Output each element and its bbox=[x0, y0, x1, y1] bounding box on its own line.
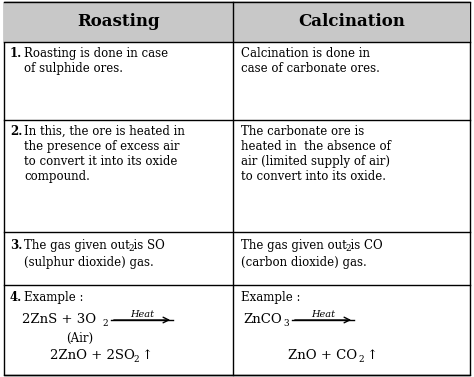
Text: air (limited supply of air): air (limited supply of air) bbox=[241, 155, 390, 168]
Text: Calcination: Calcination bbox=[298, 14, 405, 31]
Text: Roasting: Roasting bbox=[77, 14, 160, 31]
Text: of sulphide ores.: of sulphide ores. bbox=[24, 62, 123, 75]
Text: Heat: Heat bbox=[311, 310, 335, 319]
Text: 2ZnS + 3O: 2ZnS + 3O bbox=[22, 313, 96, 326]
Bar bbox=[4, 2, 470, 42]
Text: to convert into its oxide.: to convert into its oxide. bbox=[241, 170, 386, 183]
Text: case of carbonate ores.: case of carbonate ores. bbox=[241, 62, 380, 75]
Text: 2: 2 bbox=[345, 244, 351, 253]
Text: Heat: Heat bbox=[130, 310, 154, 319]
Text: 2: 2 bbox=[128, 244, 134, 253]
Text: compound.: compound. bbox=[24, 170, 90, 183]
Text: 2: 2 bbox=[102, 319, 108, 328]
Text: (carbon dioxide) gas.: (carbon dioxide) gas. bbox=[241, 256, 367, 269]
Text: ↑: ↑ bbox=[366, 349, 377, 362]
Text: 3: 3 bbox=[283, 319, 289, 328]
Text: Example :: Example : bbox=[24, 291, 83, 304]
Text: 3.: 3. bbox=[10, 239, 22, 252]
Text: The carbonate ore is: The carbonate ore is bbox=[241, 125, 364, 138]
Text: In this, the ore is heated in: In this, the ore is heated in bbox=[24, 125, 185, 138]
Text: the presence of excess air: the presence of excess air bbox=[24, 140, 180, 153]
Text: Example :: Example : bbox=[241, 291, 301, 304]
Text: to convert it into its oxide: to convert it into its oxide bbox=[24, 155, 177, 168]
Text: 1.: 1. bbox=[10, 47, 22, 60]
Text: ZnO + CO: ZnO + CO bbox=[288, 349, 357, 362]
Text: 2ZnO + 2SO: 2ZnO + 2SO bbox=[50, 349, 135, 362]
Text: 2.: 2. bbox=[10, 125, 22, 138]
Text: ZnCO: ZnCO bbox=[243, 313, 282, 326]
Text: heated in  the absence of: heated in the absence of bbox=[241, 140, 391, 153]
Text: 2: 2 bbox=[133, 355, 138, 364]
Text: The gas given out is CO: The gas given out is CO bbox=[241, 239, 383, 252]
Text: 4.: 4. bbox=[10, 291, 22, 304]
Text: 2: 2 bbox=[358, 355, 364, 364]
Text: Calcination is done in: Calcination is done in bbox=[241, 47, 370, 60]
Text: ↑: ↑ bbox=[141, 349, 152, 362]
Text: The gas given out is SO: The gas given out is SO bbox=[24, 239, 165, 252]
Text: (Air): (Air) bbox=[66, 332, 93, 345]
Text: (sulphur dioxide) gas.: (sulphur dioxide) gas. bbox=[24, 256, 154, 269]
Text: Roasting is done in case: Roasting is done in case bbox=[24, 47, 168, 60]
